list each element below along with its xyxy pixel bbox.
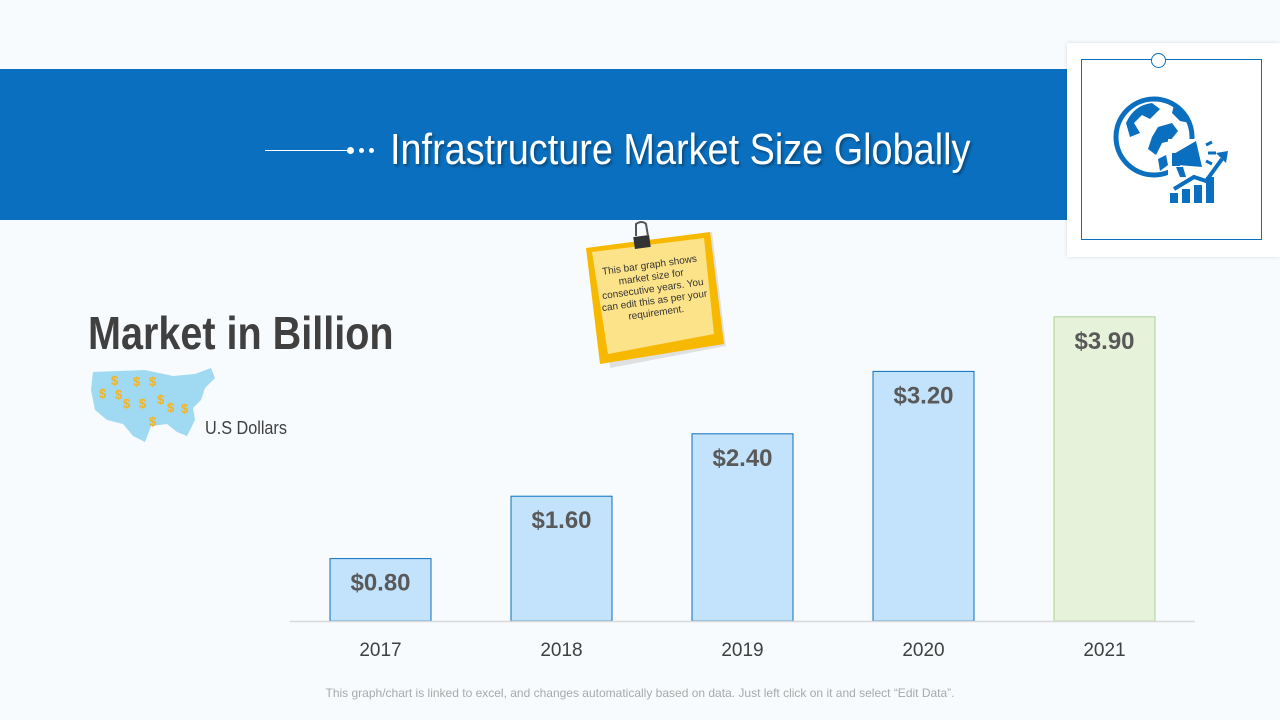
x-tick-label-2021: 2021 (1083, 640, 1125, 661)
data-label-2017: $0.80 (350, 570, 410, 597)
bar-2020 (872, 370, 975, 622)
footer-note: This graph/chart is linked to excel, and… (325, 686, 955, 700)
data-label-2018: $1.60 (531, 507, 591, 534)
icon-frame (1081, 59, 1262, 240)
svg-text:$: $ (115, 387, 123, 402)
sticky-note (586, 221, 726, 368)
title-decor-dot (347, 147, 354, 154)
data-label-2021: $3.90 (1074, 328, 1134, 355)
currency-label: U.S Dollars (205, 418, 287, 438)
bar-2017 (329, 558, 432, 622)
svg-text:$: $ (167, 400, 175, 415)
data-label-2020: $3.20 (893, 382, 953, 409)
globe-megaphone-growth-icon (1113, 96, 1228, 203)
x-tick-label-2017: 2017 (359, 640, 401, 661)
x-tick-label-2018: 2018 (540, 640, 582, 661)
svg-text:$: $ (149, 374, 157, 389)
icon-card (1067, 43, 1280, 257)
svg-text:$: $ (139, 396, 147, 411)
usa-map-dollar-icon: $ $ $ $ $ $ $ $ $ $$ (91, 368, 215, 442)
bar-2018 (510, 495, 613, 622)
data-label-2019: $2.40 (712, 445, 772, 472)
svg-text:$: $ (123, 396, 131, 411)
svg-text:$: $ (133, 374, 141, 389)
bar-2019 (691, 433, 794, 622)
x-tick-label-2020: 2020 (902, 640, 944, 661)
svg-text:$: $ (181, 401, 189, 416)
svg-text:$: $ (111, 373, 119, 388)
page-title: Infrastructure Market Size Globally (390, 125, 971, 174)
title-banner (0, 69, 1068, 220)
svg-text:$: $ (99, 386, 107, 401)
title-decor-line (265, 150, 350, 151)
x-tick-label-2019: 2019 (721, 640, 763, 661)
chart-heading: Market in Billion (88, 307, 394, 359)
svg-text:$: $ (149, 414, 157, 429)
bar-2021 (1053, 316, 1156, 622)
svg-text:$: $ (157, 392, 165, 407)
title-decor-dot (369, 148, 374, 153)
title-decor-dot (359, 148, 364, 153)
pin-icon (1151, 53, 1166, 68)
